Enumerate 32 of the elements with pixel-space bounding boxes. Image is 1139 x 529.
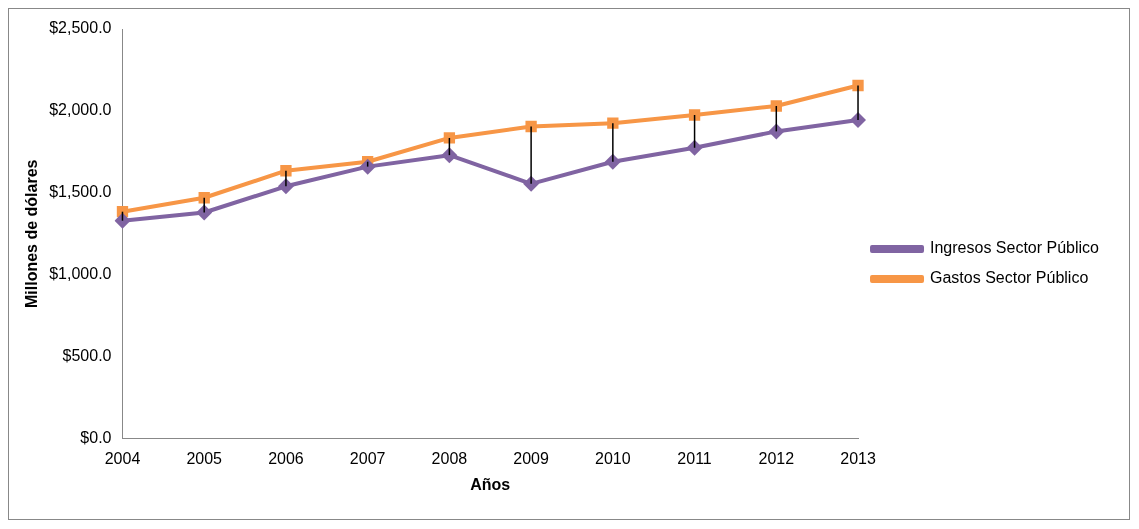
x-tick-label: 2009 xyxy=(513,449,550,467)
y-tick-label: $2,000.0 xyxy=(49,101,112,119)
x-tick-label: 2012 xyxy=(758,449,795,467)
y-tick-label: $1,000.0 xyxy=(49,265,112,283)
point xyxy=(607,117,619,129)
point xyxy=(768,123,785,140)
point xyxy=(441,147,458,164)
point xyxy=(114,212,131,229)
x-tick-label: 2007 xyxy=(349,449,386,467)
y-tick-label: $500.0 xyxy=(62,347,112,365)
point xyxy=(852,79,864,92)
x-axis-title: Años xyxy=(470,475,511,493)
point xyxy=(686,139,703,156)
x-tick-label: 2006 xyxy=(268,449,304,467)
x-tick-label: 2004 xyxy=(104,449,141,467)
x-tick-label: 2011 xyxy=(677,449,712,467)
point xyxy=(280,165,292,177)
y-tick-label: $2,500.0 xyxy=(49,19,112,37)
point xyxy=(688,109,701,121)
point xyxy=(359,158,376,175)
point xyxy=(443,132,456,144)
y-axis-title: Millones de dólares xyxy=(23,159,41,309)
y-tick-label: $1,500.0 xyxy=(49,183,112,201)
point xyxy=(770,100,782,112)
x-tick-label: 2013 xyxy=(840,449,876,467)
legend-label: Ingresos Sector Público xyxy=(930,239,1100,257)
point xyxy=(525,120,537,133)
y-tick-label: $0.0 xyxy=(80,429,112,447)
x-tick-label: 2005 xyxy=(186,449,223,467)
legend-label: Gastos Sector Público xyxy=(930,269,1089,287)
x-tick-label: 2010 xyxy=(595,449,631,467)
x-tick-label: 2008 xyxy=(431,449,468,467)
